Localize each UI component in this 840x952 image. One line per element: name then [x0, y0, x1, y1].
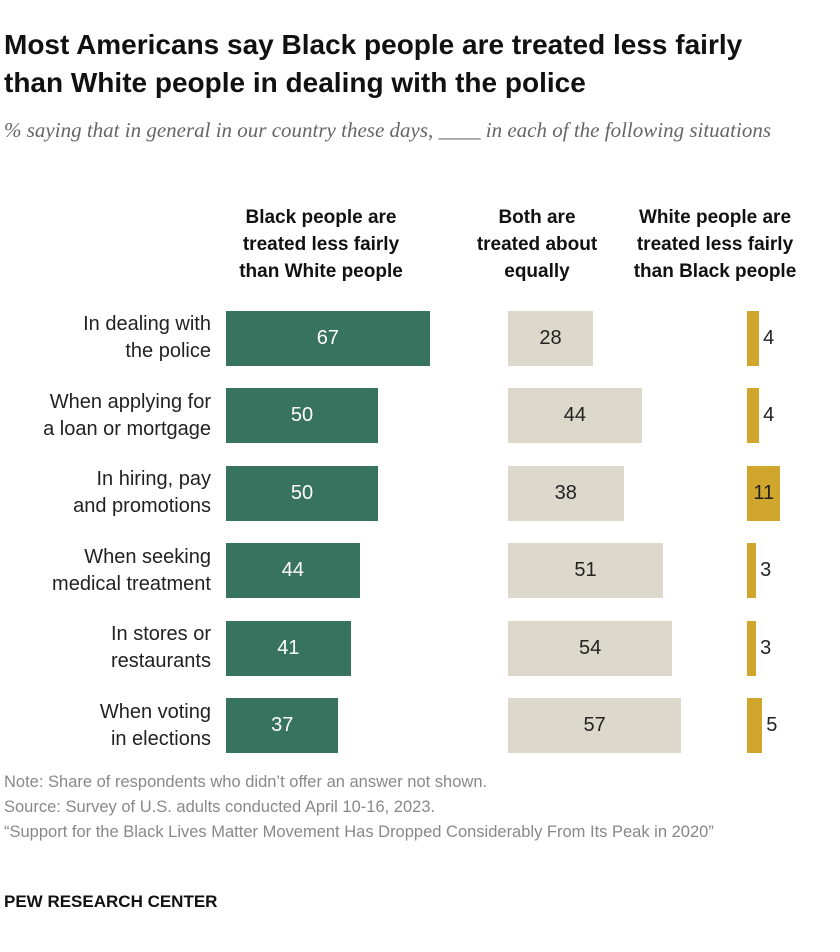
chart-subtitle: % saying that in general in our country … — [4, 118, 772, 142]
bar — [508, 310, 594, 366]
value-label: 11 — [753, 481, 775, 504]
category-label: In stores or restaurants — [110, 623, 211, 672]
bar — [226, 388, 378, 443]
value-label: 50 — [290, 404, 314, 426]
value-label: 44 — [281, 559, 304, 581]
bar — [226, 620, 351, 676]
value-label: 44 — [563, 404, 586, 426]
value-label: 37 — [271, 714, 294, 736]
bar — [226, 310, 430, 366]
value-label: 54 — [578, 636, 602, 659]
bar — [508, 698, 682, 753]
bar — [747, 543, 757, 598]
value-label: 38 — [554, 481, 577, 504]
column-header: White people are treated less fairly tha… — [633, 207, 797, 282]
value-label: 28 — [539, 326, 562, 349]
category-label: When applying for a loan or mortgage — [43, 390, 211, 440]
value-label: 51 — [574, 559, 597, 581]
value-label: 67 — [316, 326, 339, 349]
value-label: 4 — [763, 326, 775, 349]
bar — [747, 465, 781, 521]
bar — [747, 620, 757, 676]
value-label: 4 — [763, 404, 775, 426]
bar — [508, 620, 673, 676]
value-label: 50 — [290, 481, 314, 504]
bar — [747, 388, 760, 443]
bar — [508, 465, 624, 521]
organization: PEW RESEARCH CENTER — [4, 892, 218, 911]
value-label: 3 — [760, 636, 772, 659]
bar — [226, 543, 360, 598]
bar — [508, 388, 642, 443]
bar — [747, 310, 760, 366]
category-label: In hiring, pay and promotions — [73, 468, 211, 517]
chart-title: Most Americans say Black people are trea… — [4, 29, 743, 98]
value-label: 5 — [766, 714, 778, 736]
column-header: Black people are treated less fairly tha… — [239, 207, 403, 282]
category-label: In dealing with the police — [83, 313, 211, 362]
value-label: 57 — [583, 714, 606, 736]
report-title: “Support for the Black Lives Matter Move… — [4, 823, 714, 841]
category-label: When voting in elections — [99, 700, 211, 750]
bar — [226, 465, 378, 521]
category-label: When seeking medical treatment — [52, 545, 211, 595]
bar — [508, 543, 664, 598]
value-label: 3 — [760, 559, 772, 581]
value-label: 41 — [277, 636, 300, 659]
source: Source: Survey of U.S. adults conducted … — [4, 798, 436, 816]
note: Note: Share of respondents who didn’t of… — [4, 773, 488, 791]
bar — [747, 698, 763, 753]
column-header: Both are treated about equally — [476, 207, 598, 282]
bar — [226, 698, 339, 753]
